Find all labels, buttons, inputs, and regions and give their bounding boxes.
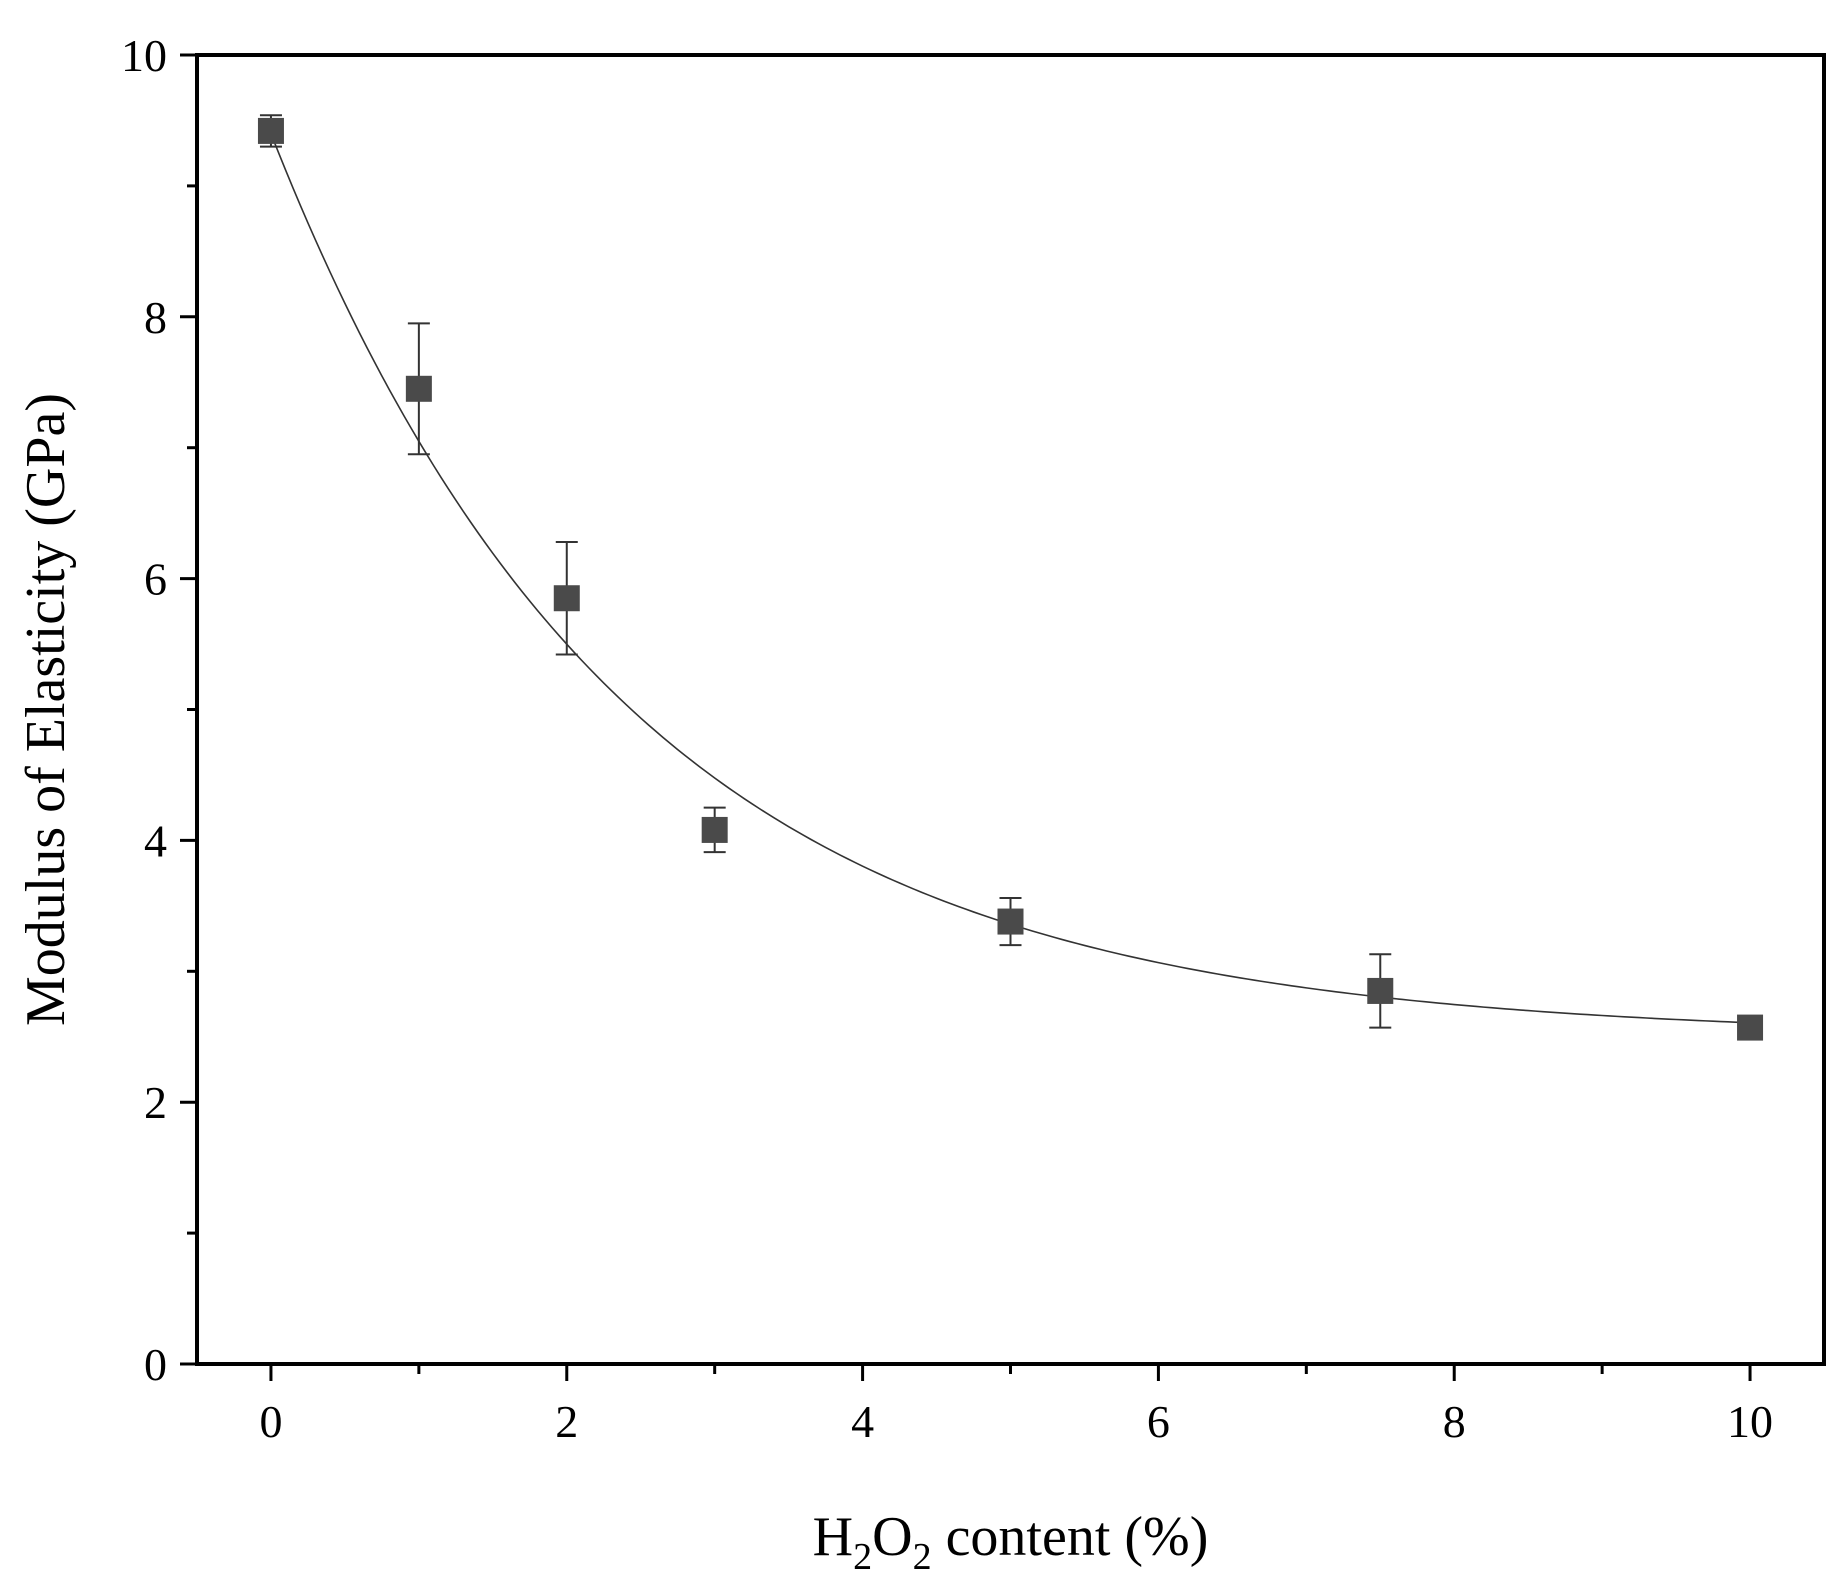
fit-curve: [270, 133, 1751, 1024]
x-axis-title-sub2: 2: [913, 1536, 932, 1578]
plot-frame: [195, 53, 1826, 1366]
fit-curve-group: [270, 133, 1751, 1024]
x-tick-label: 8: [1443, 1396, 1466, 1447]
y-tick-label: 8: [144, 292, 167, 343]
x-axis-title-o: O: [872, 1506, 912, 1568]
data-point: [701, 816, 728, 843]
x-axis-title: H2O2 content (%): [813, 1506, 1209, 1578]
x-tick-label: 6: [1147, 1396, 1170, 1447]
data-point: [257, 117, 284, 144]
data-points-group: [257, 117, 1764, 1041]
y-tick-label: 4: [144, 815, 167, 866]
y-tick-label: 0: [144, 1339, 167, 1390]
axes-group: [180, 53, 1826, 1381]
x-tick-label: 2: [555, 1396, 578, 1447]
data-point: [997, 908, 1024, 935]
data-point: [1737, 1014, 1764, 1041]
error-bars-group: [259, 114, 1392, 1029]
data-point: [405, 375, 432, 402]
x-axis-title-h: H: [813, 1506, 853, 1568]
y-tick-label: 10: [121, 30, 167, 81]
x-tick-label: 4: [851, 1396, 874, 1447]
x-tick-label: 10: [1727, 1396, 1773, 1447]
y-tick-label: 2: [144, 1077, 167, 1128]
y-axis-title: Modulus of Elasticity (GPa): [15, 393, 77, 1026]
y-tick-label: 6: [144, 554, 167, 605]
data-point: [553, 585, 580, 612]
x-tick-label: 0: [259, 1396, 282, 1447]
tick-labels-group: 0 2 4 6 8 10 0 2 4 6 8 10: [121, 30, 1773, 1447]
x-axis-title-sub1: 2: [853, 1536, 872, 1578]
x-axis-title-rest: content (%): [932, 1506, 1209, 1568]
data-point: [1367, 977, 1394, 1004]
